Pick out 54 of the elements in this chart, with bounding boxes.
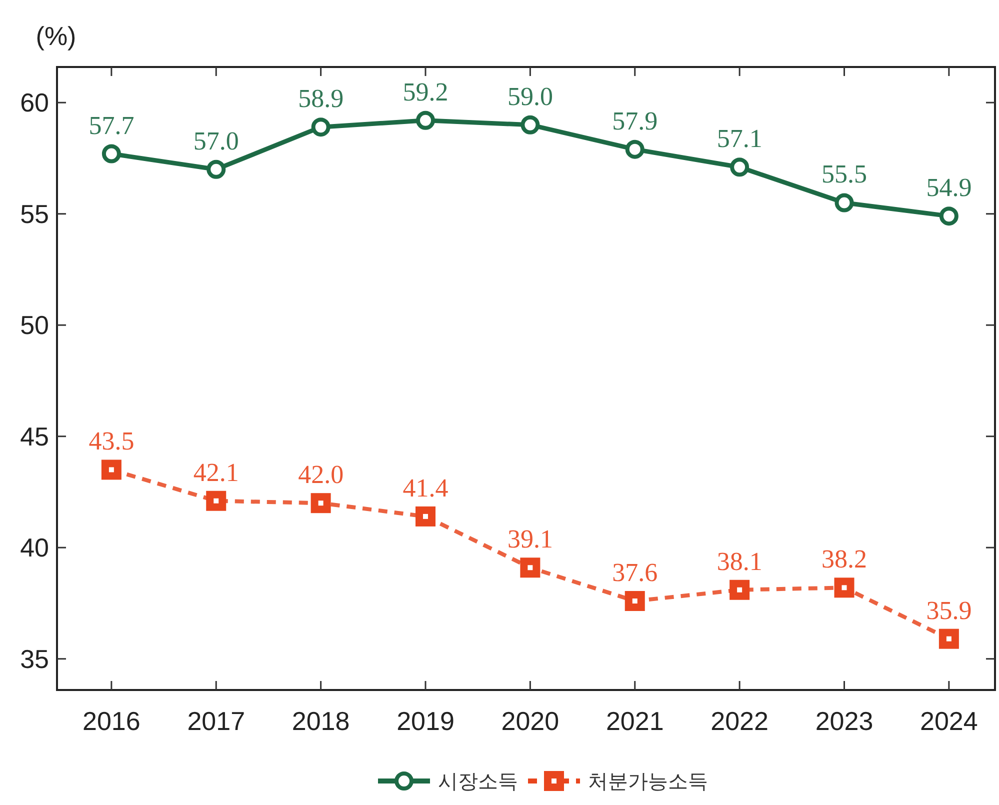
- data-label: 37.6: [612, 558, 658, 587]
- data-label: 59.0: [507, 82, 553, 111]
- point: [520, 558, 540, 578]
- x-tick-label: 2016: [82, 706, 140, 736]
- point: [311, 118, 330, 137]
- point: [102, 144, 121, 164]
- data-label: 43.5: [88, 426, 134, 456]
- point: [520, 115, 540, 134]
- data-label: 57.0: [193, 126, 239, 156]
- data-label: 35.9: [926, 596, 972, 625]
- point: [101, 460, 122, 480]
- data-label: 58.9: [298, 84, 344, 114]
- data-label: 39.1: [507, 524, 553, 554]
- data-label: 57.7: [88, 110, 134, 140]
- data-label: 38.2: [822, 544, 867, 574]
- point: [310, 493, 331, 514]
- point: [938, 628, 959, 649]
- point: [416, 506, 436, 526]
- data-label: 41.4: [402, 473, 448, 502]
- data-label: 55.5: [822, 160, 867, 189]
- data-label: 38.1: [716, 546, 762, 576]
- data-label: 42.1: [193, 458, 239, 487]
- x-tick-label: 2019: [396, 706, 454, 736]
- point: [730, 158, 750, 177]
- point: [834, 193, 854, 212]
- data-label: 57.1: [716, 124, 762, 154]
- y-tick-label: 40: [20, 532, 49, 563]
- data-label: 42.0: [298, 460, 344, 490]
- y-tick-label: 55: [20, 198, 49, 229]
- x-tick-label: 2023: [815, 706, 874, 736]
- y-tick-label: 60: [20, 88, 49, 118]
- x-tick-label: 2020: [501, 706, 560, 736]
- data-label: 57.9: [612, 106, 658, 136]
- data-label: 54.9: [926, 173, 972, 202]
- point: [625, 140, 644, 159]
- y-axis-title: (%): [36, 21, 76, 51]
- x-tick-label: 2021: [606, 706, 664, 736]
- point: [206, 160, 226, 179]
- point: [939, 206, 958, 226]
- point: [416, 110, 435, 130]
- legend-label: 처분가능소득: [588, 771, 708, 793]
- data-label: 59.2: [402, 77, 448, 106]
- y-tick-label: 50: [20, 310, 49, 340]
- x-tick-label: 2018: [292, 706, 350, 736]
- point: [624, 591, 645, 611]
- point: [834, 578, 854, 598]
- legend-label: 시장소득: [438, 771, 518, 793]
- x-tick-label: 2022: [710, 706, 768, 736]
- y-tick-label: 35: [20, 644, 49, 674]
- x-tick-label: 2017: [187, 706, 246, 736]
- x-tick-label: 2024: [920, 706, 978, 736]
- point: [730, 580, 750, 600]
- point: [206, 490, 226, 511]
- y-tick-label: 45: [20, 421, 49, 452]
